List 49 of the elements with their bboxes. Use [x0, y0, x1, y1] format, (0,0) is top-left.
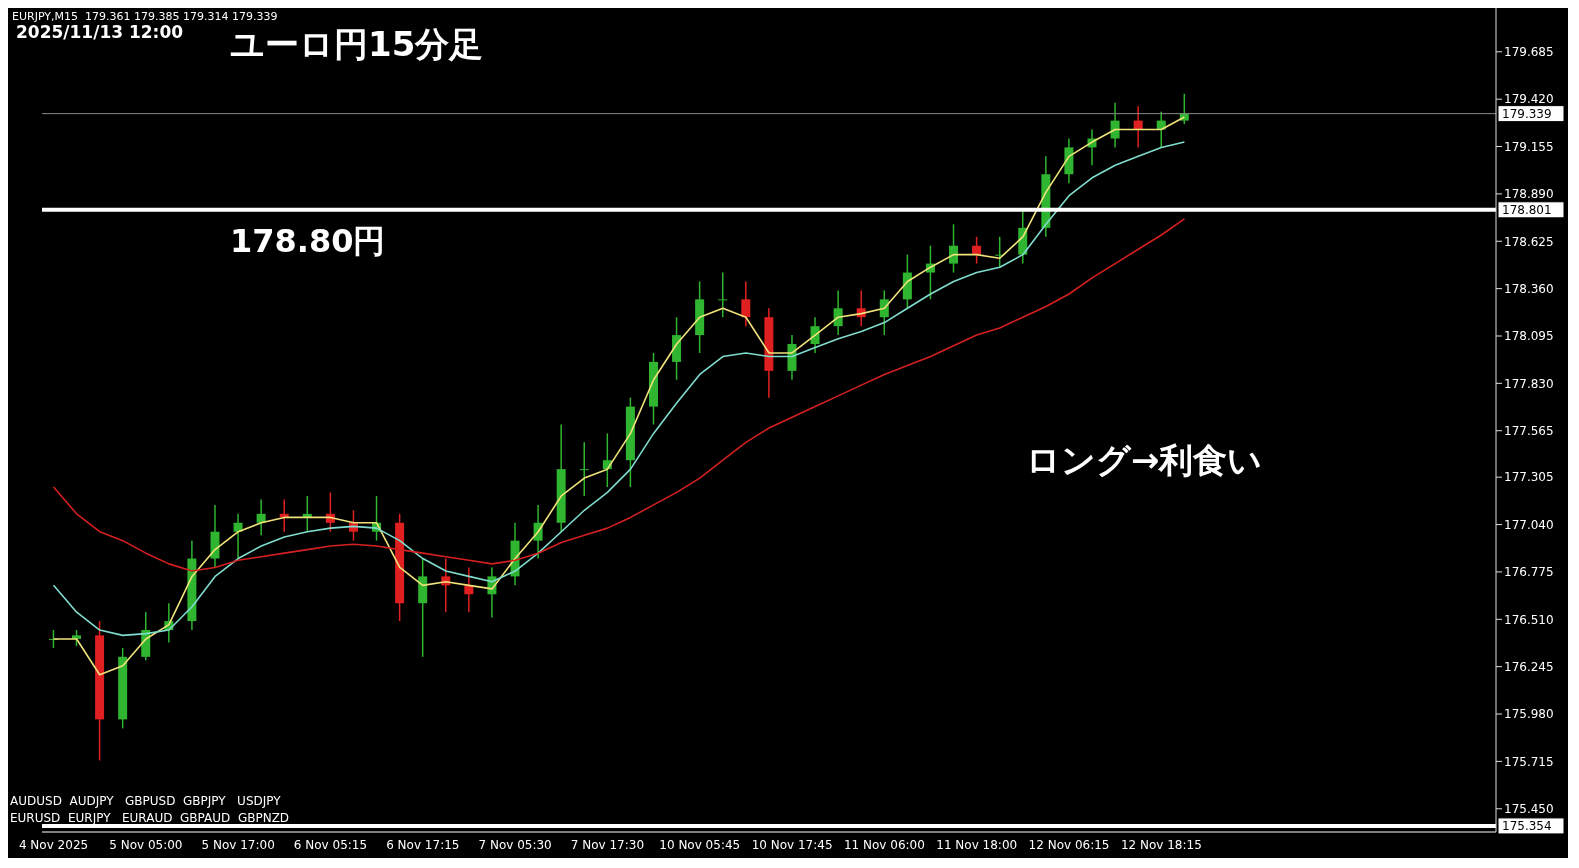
- y-tick-label: 178.360: [1504, 281, 1554, 296]
- ref-line-label: 178.801: [1502, 202, 1552, 217]
- x-tick-label: 6 Nov 17:15: [386, 837, 460, 852]
- x-tick-label: 4 Nov 2025: [18, 837, 89, 852]
- candlestick: [256, 498, 266, 537]
- y-tick-label: 178.095: [1504, 329, 1554, 344]
- annotation: 178.80円: [230, 220, 386, 262]
- y-tick-label: 179.685: [1504, 45, 1554, 60]
- y-tick-label: 179.420: [1504, 92, 1554, 107]
- y-tick-label: 178.625: [1504, 234, 1554, 249]
- annotation: EURUSD EURJPY EURAUD GBPAUD GBPNZD: [10, 811, 290, 825]
- annotation: AUDUSD AUDJPY GBPUSD GBPJPY USDJPY: [10, 794, 281, 808]
- y-tick-label: 177.040: [1504, 517, 1554, 532]
- y-tick-label: 175.715: [1504, 754, 1554, 769]
- ref-line-label: 179.339: [1502, 106, 1552, 121]
- ref-line-label: 175.354: [1502, 818, 1552, 833]
- y-tick-label: 176.775: [1504, 565, 1554, 580]
- x-tick-label: 12 Nov 18:15: [1120, 837, 1202, 852]
- candlestick: [833, 289, 843, 336]
- candlestick: [233, 513, 243, 560]
- x-tick-label: 5 Nov 17:00: [201, 837, 275, 852]
- annotation: EURJPY,M15 179.361 179.385 179.314 179.339: [12, 10, 278, 23]
- y-tick-label: 177.305: [1504, 470, 1554, 485]
- text: 2025/11/13 12:00: [16, 22, 184, 42]
- y-tick-label: 176.245: [1504, 659, 1554, 674]
- y-tick-label: 177.830: [1504, 376, 1554, 391]
- y-tick-label: 178.890: [1504, 187, 1554, 202]
- x-tick-label: 7 Nov 05:30: [478, 837, 552, 852]
- candlestick: [718, 271, 728, 318]
- y-tick-label: 176.510: [1504, 612, 1554, 627]
- candlestick: [741, 280, 751, 327]
- x-tick-label: 5 Nov 05:00: [109, 837, 183, 852]
- x-tick-label: 6 Nov 05:15: [293, 837, 368, 852]
- x-tick-label: 10 Nov 17:45: [751, 837, 833, 852]
- candlestick: [949, 223, 959, 274]
- annotation: ロング→利食い: [1026, 439, 1263, 482]
- candlestick: [579, 441, 589, 497]
- x-tick-label: 7 Nov 17:30: [570, 837, 645, 852]
- candlestick: [972, 236, 982, 265]
- y-tick-label: 177.565: [1504, 423, 1554, 438]
- x-tick-label: 10 Nov 05:45: [659, 837, 741, 852]
- x-tick-label: 12 Nov 06:15: [1028, 837, 1110, 852]
- candlestick: [1133, 105, 1143, 149]
- text: ユーロ円15分足: [230, 23, 484, 66]
- y-tick-label: 175.980: [1504, 707, 1554, 722]
- y-tick-label: 175.450: [1504, 802, 1554, 817]
- y-tick-label: 179.155: [1504, 139, 1554, 154]
- x-tick-label: 11 Nov 18:00: [936, 837, 1018, 852]
- x-tick-label: 11 Nov 06:00: [843, 837, 925, 852]
